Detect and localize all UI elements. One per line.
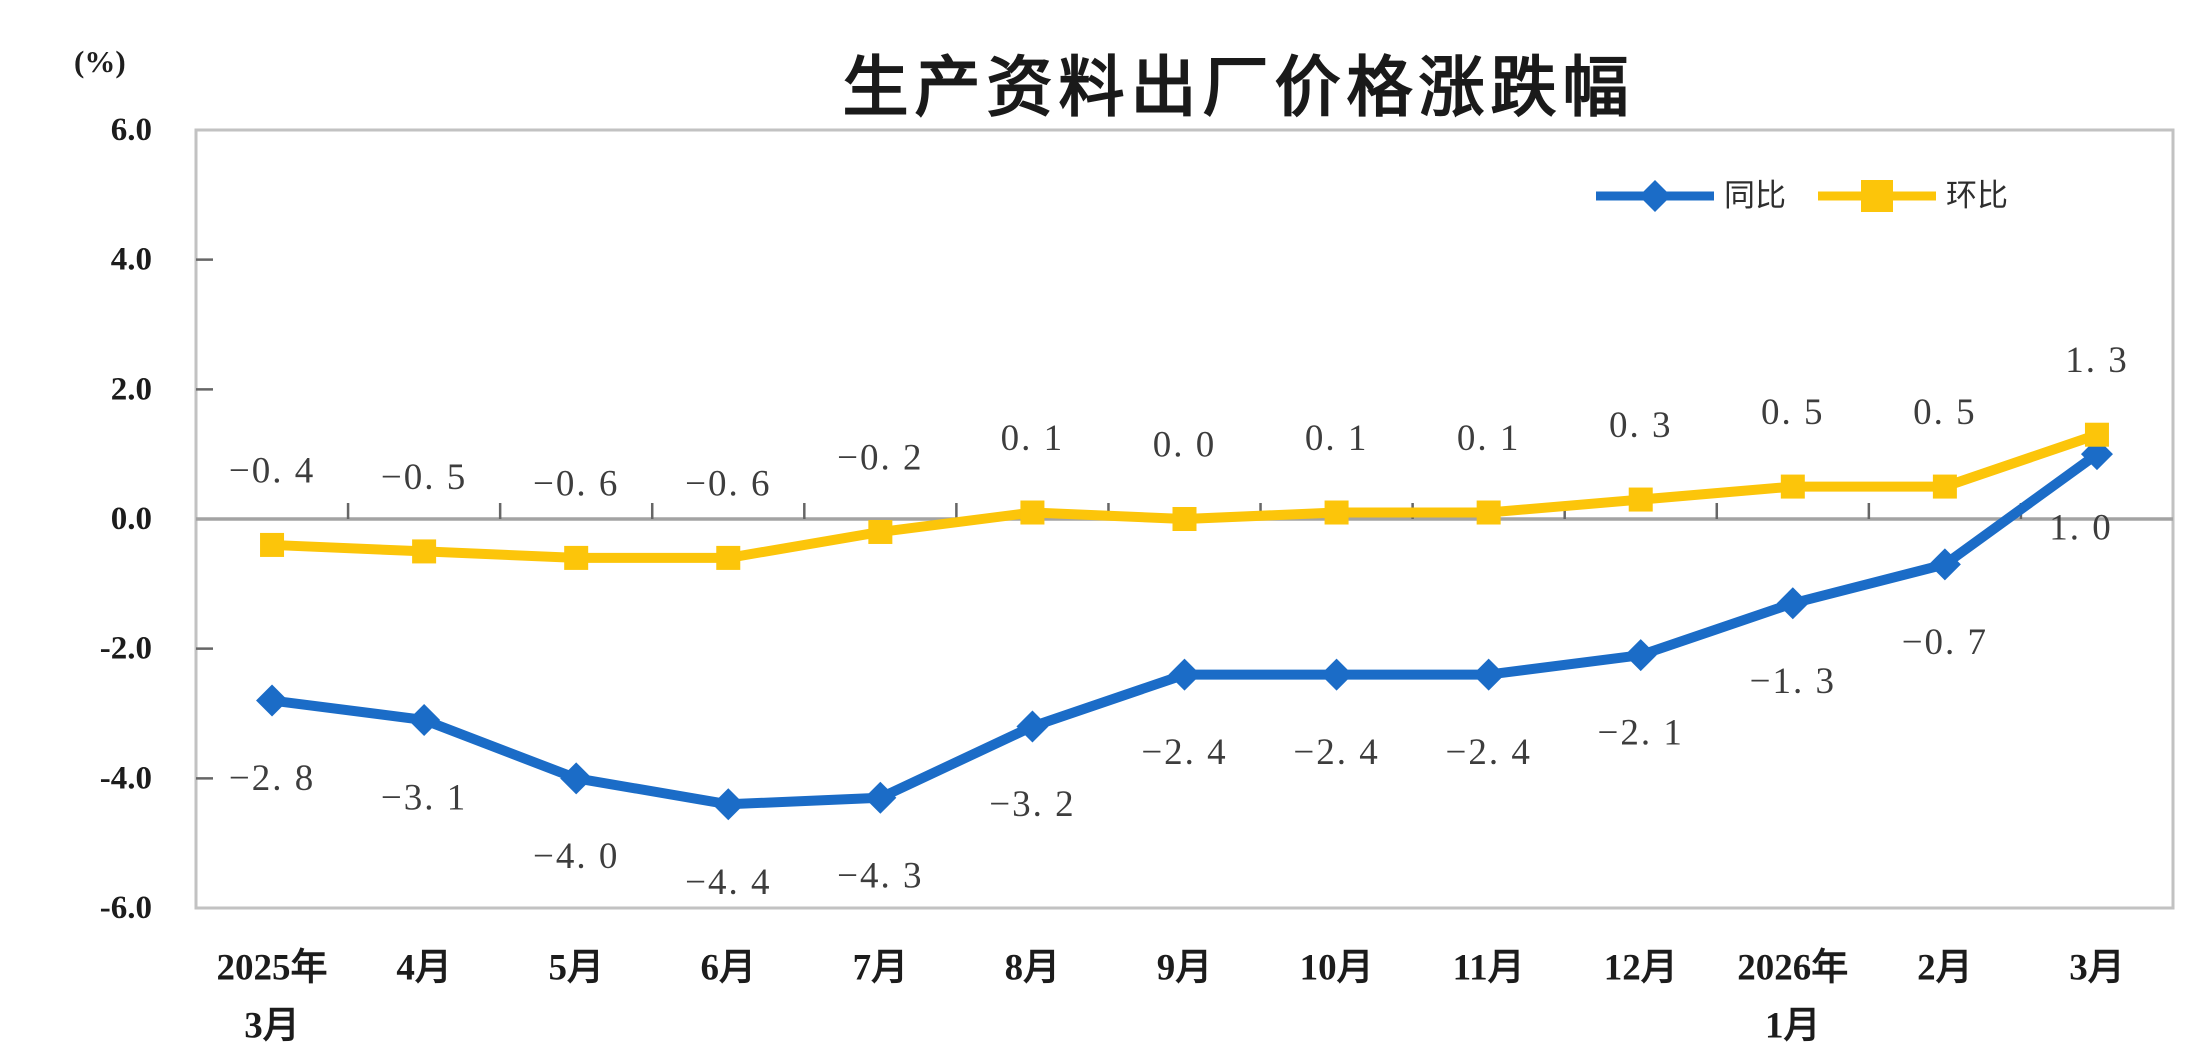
data-label: 0. 0 — [1153, 425, 1217, 466]
legend-yoy-label: 同比 — [1724, 178, 1786, 214]
data-label: −2. 4 — [1445, 732, 1531, 773]
data-label: 0. 3 — [1609, 405, 1673, 446]
marker-square-icon — [1172, 507, 1197, 531]
marker-diamond-icon — [1320, 658, 1353, 691]
legend-mom-marker-square-icon — [1861, 180, 1893, 212]
y-axis-label: -4.0 — [100, 760, 152, 796]
data-label: −0. 7 — [1902, 622, 1988, 663]
x-axis-label: 2025年 — [217, 947, 328, 989]
x-axis-label: 12月 — [1604, 948, 1678, 989]
marker-diamond-icon — [560, 762, 593, 795]
data-label: −0. 6 — [533, 463, 619, 504]
chart-title: 生产资料出厂价格涨跌幅 — [842, 49, 1635, 126]
data-label: −3. 2 — [989, 784, 1075, 825]
data-label: 1. 0 — [2049, 508, 2113, 549]
x-axis-label: 8月 — [1005, 948, 1061, 989]
marker-square-icon — [1324, 500, 1349, 525]
marker-diamond-icon — [712, 788, 745, 821]
chart-layer: 6.0 4.0 2.0 0.0 -2.0 -4.0 -6.0 2025年 3月 4月 5月 6月 7月 8… — [100, 112, 2175, 1047]
marker-square-icon — [412, 539, 437, 564]
data-label: −2. 1 — [1598, 713, 1684, 754]
x-axis-label: 6月 — [701, 948, 757, 989]
marker-diamond-icon — [408, 703, 441, 736]
x-axis-label: 1月 — [1765, 1006, 1821, 1047]
x-axis-label: 2026年 — [1737, 947, 1848, 989]
marker-diamond-icon — [1624, 639, 1657, 672]
marker-square-icon — [2084, 422, 2109, 447]
data-label: 1. 3 — [2065, 340, 2129, 381]
data-label: 0. 5 — [1761, 392, 1825, 433]
y-axis-label: 0.0 — [111, 501, 152, 537]
data-label: −4. 0 — [533, 836, 619, 877]
x-axis-label: 3月 — [244, 1006, 300, 1047]
marker-diamond-icon — [1472, 658, 1505, 691]
x-axis-label: 5月 — [548, 948, 604, 989]
marker-square-icon — [716, 545, 741, 570]
data-label: −4. 3 — [837, 855, 923, 896]
data-label: 0. 1 — [1305, 418, 1369, 459]
x-axis-label: 2月 — [1917, 948, 1973, 989]
x-axis-label: 9月 — [1157, 948, 1213, 989]
marker-square-icon — [1932, 474, 1957, 499]
legend-yoy-marker-diamond-icon — [1639, 180, 1671, 212]
y-axis-label: 6.0 — [111, 112, 152, 148]
data-label: −2. 8 — [229, 758, 315, 799]
y-axis-unit-label: (%) — [74, 44, 126, 79]
marker-diamond-icon — [1016, 710, 1049, 743]
marker-square-icon — [260, 532, 285, 557]
y-axis-label: -2.0 — [100, 631, 152, 667]
marker-diamond-icon — [1168, 658, 1201, 691]
data-label: 0. 1 — [1001, 418, 1065, 459]
data-label: −3. 1 — [381, 777, 467, 818]
marker-square-icon — [868, 519, 893, 544]
marker-diamond-icon — [864, 781, 897, 814]
data-label: −0. 5 — [381, 457, 467, 498]
data-label: 0. 1 — [1457, 418, 1521, 459]
data-label: −2. 4 — [1141, 732, 1227, 773]
data-label: −0. 2 — [837, 437, 923, 478]
legend: 同比 环比 — [1596, 178, 2008, 214]
marker-square-icon — [1780, 474, 1805, 499]
marker-diamond-icon — [1776, 587, 1809, 620]
x-axis-label: 4月 — [396, 948, 452, 989]
data-label: −0. 4 — [229, 450, 315, 491]
marker-square-icon — [564, 545, 589, 570]
x-axis-label: 10月 — [1300, 948, 1374, 989]
data-label: −2. 4 — [1293, 732, 1379, 773]
y-axis-label: 4.0 — [111, 242, 152, 278]
marker-square-icon — [1628, 487, 1653, 512]
legend-mom-label: 环比 — [1946, 178, 2008, 214]
x-axis-label: 3月 — [2069, 948, 2125, 989]
marker-square-icon — [1020, 500, 1045, 525]
data-label: −0. 6 — [685, 463, 771, 504]
x-axis-label: 7月 — [853, 948, 909, 989]
data-label: −1. 3 — [1750, 661, 1836, 702]
marker-diamond-icon — [256, 684, 289, 717]
data-label: −4. 4 — [685, 862, 771, 903]
y-axis-label: 2.0 — [111, 371, 152, 407]
data-label: 0. 5 — [1913, 392, 1977, 433]
marker-square-icon — [1476, 500, 1501, 525]
y-axis-label: -6.0 — [100, 890, 152, 926]
x-axis-label: 11月 — [1453, 948, 1525, 989]
marker-diamond-icon — [1928, 548, 1961, 581]
